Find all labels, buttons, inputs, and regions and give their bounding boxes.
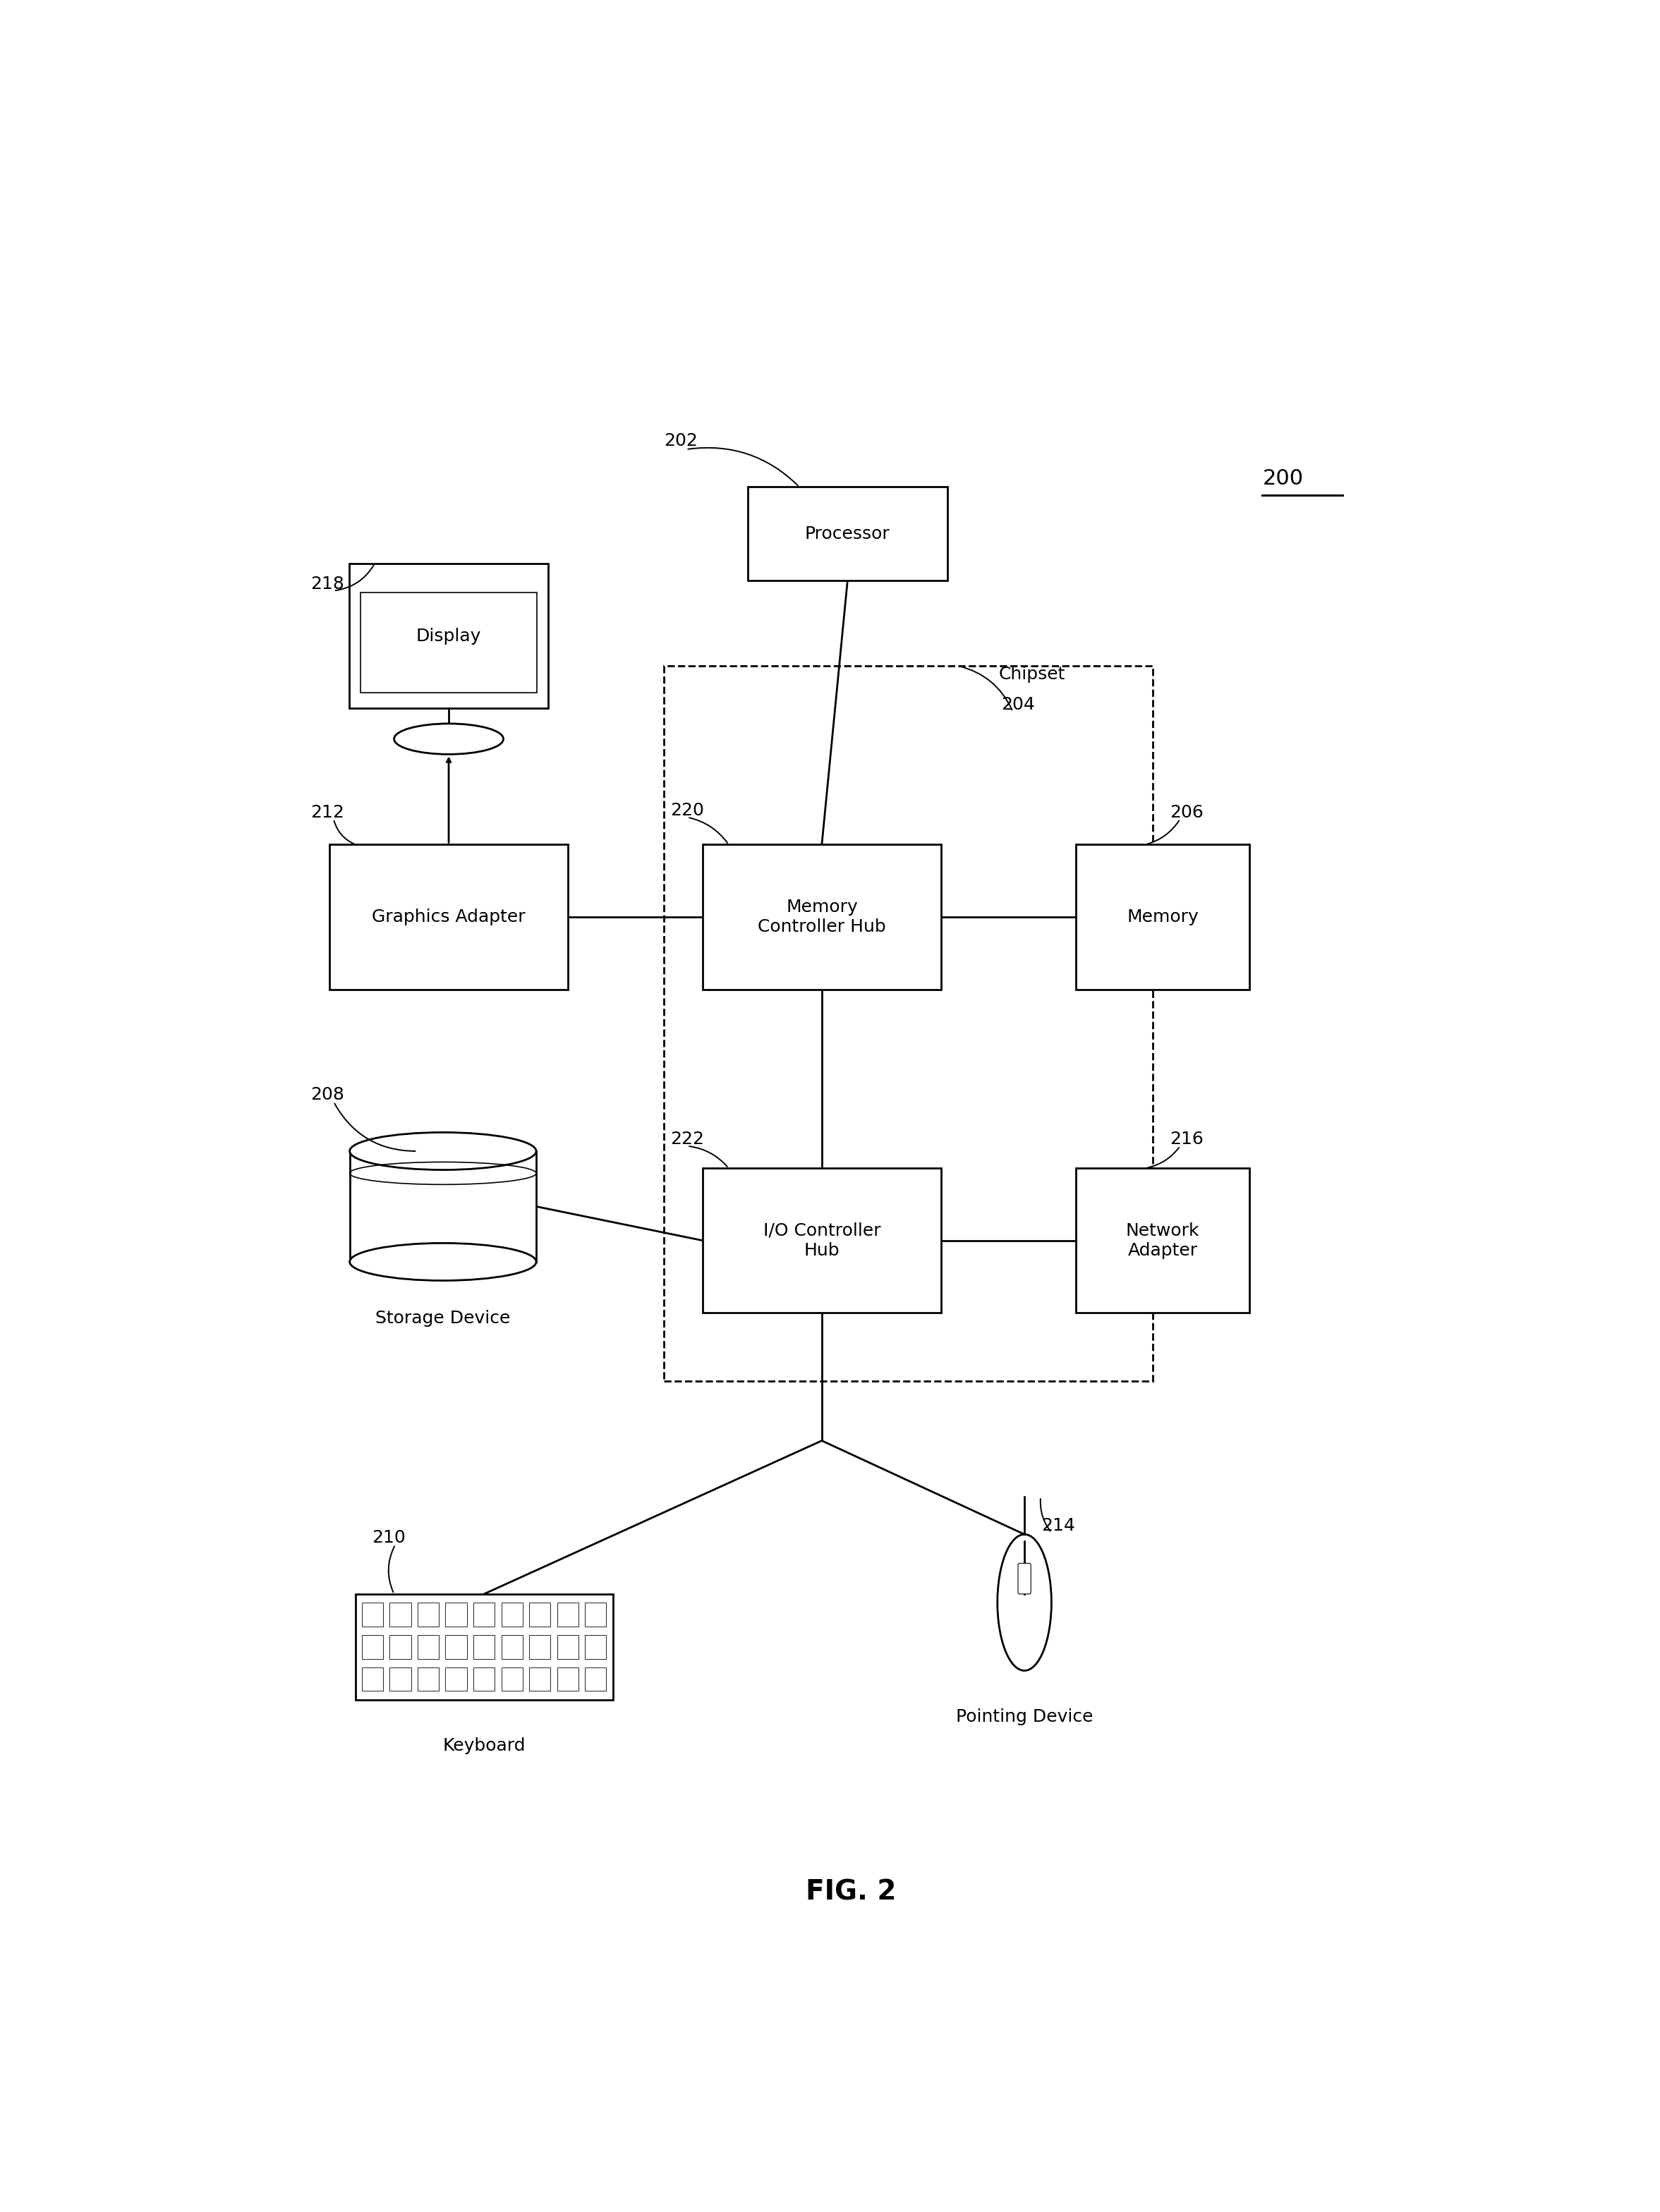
Bar [330,845,568,989]
Text: 206: 206 [1170,803,1204,821]
Bar [702,1168,941,1314]
Bar [418,1635,438,1659]
Text: Chipset: Chipset [999,666,1066,684]
Bar [1076,845,1250,989]
Bar [530,1668,551,1690]
Bar [418,1668,438,1690]
Text: Memory: Memory [1127,909,1199,925]
Text: 204: 204 [1001,697,1036,714]
Text: 214: 214 [1041,1517,1076,1535]
Bar [349,564,548,708]
Text: 212: 212 [310,803,344,821]
Bar [362,1635,383,1659]
Text: Storage Device: Storage Device [375,1310,510,1327]
Bar [501,1601,523,1626]
Ellipse shape [393,723,503,754]
Bar [350,1150,536,1261]
Bar [530,1601,551,1626]
Bar [390,1635,412,1659]
Text: 216: 216 [1170,1130,1204,1148]
Text: Memory
Controller Hub: Memory Controller Hub [757,898,886,936]
Ellipse shape [350,1133,536,1170]
Bar [445,1635,466,1659]
Text: 218: 218 [310,575,344,593]
Ellipse shape [350,1243,536,1281]
Text: Processor: Processor [805,524,890,542]
Bar [445,1668,466,1690]
Bar [702,845,941,989]
Text: Graphics Adapter: Graphics Adapter [372,909,526,925]
Bar [362,1601,383,1626]
Text: FIG. 2: FIG. 2 [805,1878,896,1905]
Bar [558,1635,578,1659]
Bar [355,1595,613,1699]
Ellipse shape [998,1535,1051,1670]
Bar [473,1668,495,1690]
Text: 208: 208 [310,1086,344,1104]
Bar [390,1668,412,1690]
Bar [530,1635,551,1659]
Bar [501,1635,523,1659]
Text: I/O Controller
Hub: I/O Controller Hub [764,1223,880,1259]
Text: Network
Adapter: Network Adapter [1125,1223,1200,1259]
Bar [362,1668,383,1690]
Bar [360,593,536,692]
Text: 200: 200 [1263,469,1303,489]
Bar [418,1601,438,1626]
Text: 202: 202 [664,434,697,449]
Bar [445,1601,466,1626]
Bar [473,1635,495,1659]
Bar [584,1635,606,1659]
Text: Pointing Device: Pointing Device [956,1708,1092,1725]
Text: 210: 210 [372,1528,405,1546]
Bar [501,1668,523,1690]
Bar [1076,1168,1250,1314]
Text: Display: Display [417,628,481,644]
Bar [558,1668,578,1690]
Bar [664,666,1154,1380]
Bar [584,1601,606,1626]
Bar [584,1668,606,1690]
Bar [390,1601,412,1626]
Text: 222: 222 [671,1130,704,1148]
Text: Keyboard: Keyboard [443,1736,526,1754]
Bar [558,1601,578,1626]
Bar [473,1601,495,1626]
Text: 220: 220 [671,803,704,818]
Bar [747,487,948,580]
FancyBboxPatch shape [1018,1564,1031,1595]
